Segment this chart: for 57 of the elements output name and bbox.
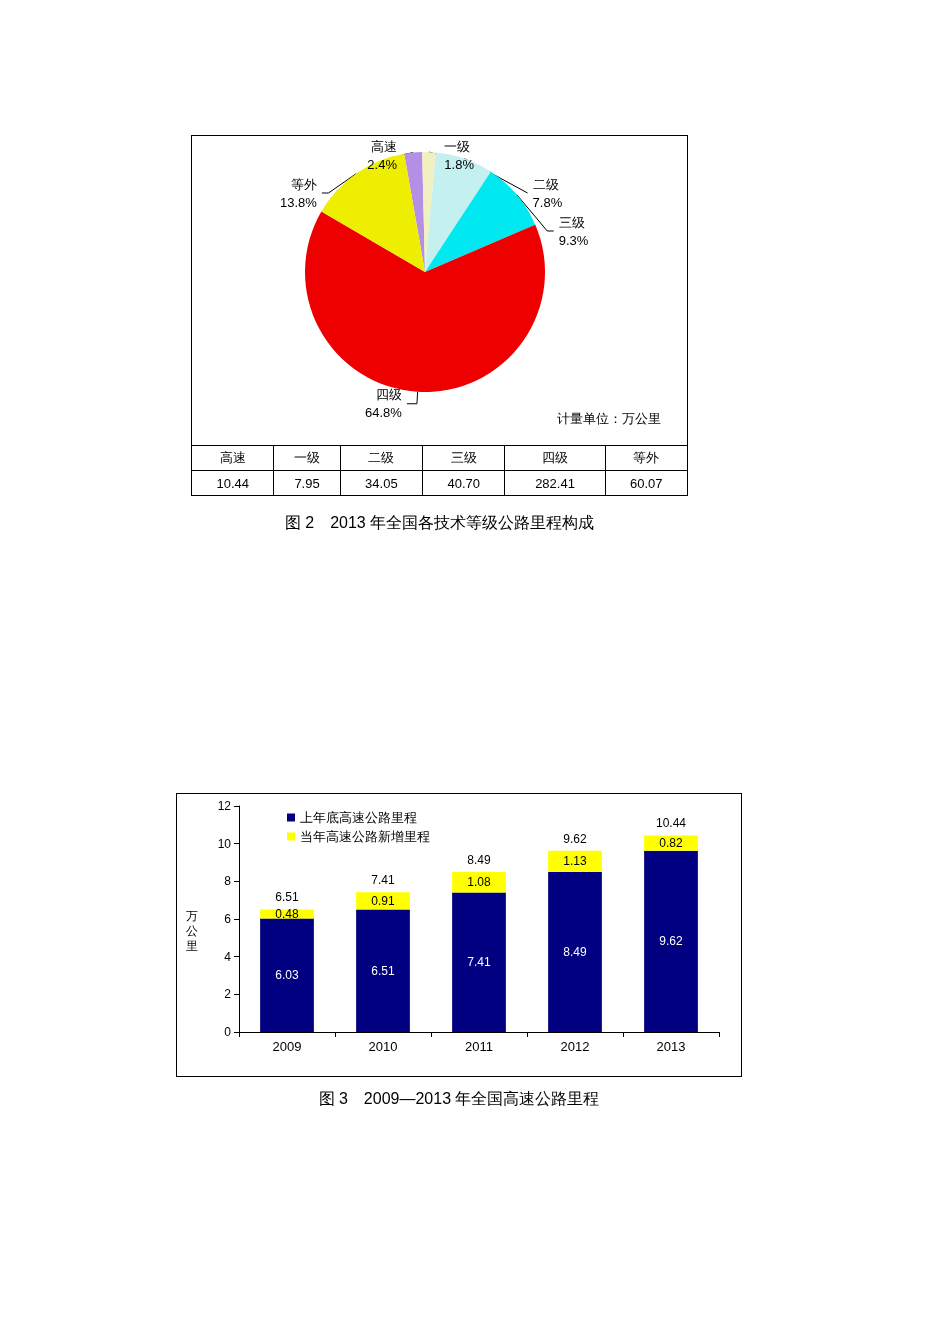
text: 计量单位：万公里 <box>557 411 661 426</box>
y-tick-label: 6 <box>224 912 232 926</box>
text: 10.44 <box>191 470 274 496</box>
data-label: 1.08 <box>467 875 491 890</box>
text: 图 2 2013 年全国各技术等级公路里程构成 <box>283 513 596 533</box>
slice-label: 等外 <box>290 176 317 192</box>
legend-label: 当年高速公路新增里程 <box>300 829 430 844</box>
data-label: 8.49 <box>563 945 587 960</box>
data-label: 6.51 <box>371 963 395 978</box>
data-label: 9.62 <box>659 934 683 949</box>
x-tick-label: 2009 <box>272 1039 302 1054</box>
y-tick-label: 4 <box>224 949 232 964</box>
total-label: 8.49 <box>467 853 491 868</box>
slice-label: 三级 <box>558 214 585 230</box>
data-label: 9.3% <box>558 232 589 248</box>
x-tick-label: 2010 <box>368 1039 398 1054</box>
slice-label: 四级 <box>375 387 402 403</box>
y-axis-title: 万公里 <box>186 909 199 954</box>
data-label: 7.41 <box>467 955 491 970</box>
category-label: 一级 <box>294 450 321 465</box>
text: 7.95 <box>273 470 341 496</box>
text: 40.70 <box>422 470 505 496</box>
y-tick-label: 0 <box>224 1025 232 1039</box>
text: 34.05 <box>340 470 423 496</box>
y-tick-label: 2 <box>224 987 232 1002</box>
x-tick-label: 2011 <box>465 1039 493 1054</box>
category-label: 高速 <box>219 450 246 465</box>
data-label: 0.48 <box>275 906 299 921</box>
data-label: 1.13 <box>563 854 587 869</box>
data-label: 64.8% <box>365 405 403 421</box>
total-label: 9.62 <box>563 831 587 846</box>
legend-label: 上年底高速公路里程 <box>300 810 417 825</box>
slice-label: 四级 <box>504 445 606 471</box>
total-label: 10.44 <box>655 816 687 831</box>
data-label: 0.91 <box>371 893 395 908</box>
y-tick-label: 8 <box>224 874 232 889</box>
category-label: 二级 <box>368 450 395 465</box>
slice-label: 二级 <box>532 176 559 192</box>
x-tick-label: 2012 <box>560 1039 590 1054</box>
data-label: 13.8% <box>280 194 318 210</box>
data-label: 0.82 <box>659 836 683 851</box>
text: 图 3 2009—2013 年全国高速公路里程 <box>317 1089 601 1109</box>
total-label: 7.41 <box>371 873 395 888</box>
data-label: 1.8% <box>444 156 475 172</box>
data-label: 2.4% <box>367 156 398 172</box>
x-tick-label: 2013 <box>656 1039 686 1054</box>
text: 282.41 <box>504 470 606 496</box>
text: 60.07 <box>605 470 688 496</box>
data-label: 7.8% <box>532 194 563 210</box>
slice-label: 一级 <box>444 138 471 154</box>
data-label: 6.03 <box>275 968 299 983</box>
total-label: 6.51 <box>275 890 299 905</box>
category-label: 等外 <box>633 450 660 465</box>
category-label: 三级 <box>450 450 477 465</box>
slice-label: 高速 <box>370 138 397 154</box>
y-tick-label: 12 <box>217 799 232 813</box>
y-tick-label: 10 <box>217 836 232 851</box>
